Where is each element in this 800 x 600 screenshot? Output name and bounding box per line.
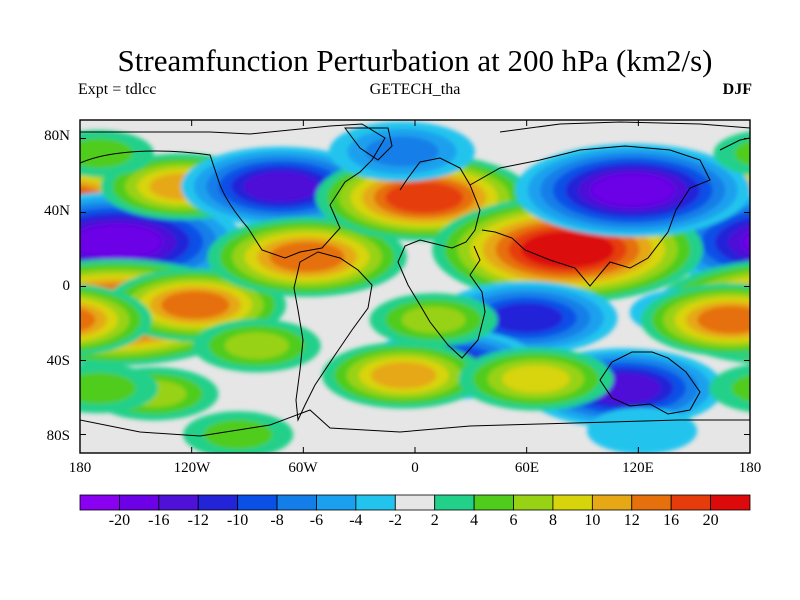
colorbar-swatch-3	[197, 494, 239, 511]
coastline-asia	[469, 145, 711, 287]
colorbar-swatch-15	[670, 494, 711, 511]
colorbar-label-2: -12	[187, 512, 209, 529]
anomaly-cell-9	[329, 121, 475, 182]
colorbar-label-4: -8	[270, 512, 284, 529]
coastline-greenland	[344, 127, 393, 161]
colorbar-swatch-10	[473, 494, 514, 511]
colorbar-label-3: -10	[226, 512, 249, 529]
colorbar-label-0: -20	[108, 512, 131, 529]
lon-label-0: 0	[411, 460, 419, 476]
anomaly-cell-19-wrap	[709, 364, 750, 412]
colorbar-label-6: -4	[349, 512, 363, 529]
colorbar-swatch-13	[591, 494, 633, 511]
coastline-australia	[599, 351, 701, 415]
colorbar-swatch-1	[119, 494, 160, 511]
colorbar-swatch-8	[394, 494, 436, 511]
lon-label-60e: 60E	[514, 460, 540, 476]
colorbar-swatch-14	[631, 494, 672, 511]
experiment-label: Expt = tdlcc	[78, 81, 157, 98]
colorbar-swatch-7	[355, 494, 396, 511]
colorbar-label-7: -2	[388, 512, 402, 529]
coastline-north-america	[80, 123, 386, 259]
colorbar-label-15: 20	[702, 512, 719, 529]
colorbar-swatch-2	[158, 494, 199, 511]
chart-title: Streamfunction Perturbation at 200 hPa (…	[117, 43, 713, 78]
colorbar-swatch-11	[513, 494, 554, 511]
axis-ticks	[79, 120, 751, 453]
colorbar-swatch-5	[276, 494, 317, 511]
lat-label-0: 0	[62, 278, 71, 294]
colorbar-label-10: 6	[509, 512, 518, 529]
colorbar-swatch-9	[434, 494, 475, 511]
colorbar	[79, 494, 751, 511]
contour-field	[80, 120, 750, 453]
lat-label-40n: 40N	[44, 203, 70, 219]
coastlines	[80, 121, 750, 437]
anomaly-cell-20	[183, 411, 294, 453]
lon-label-60w: 60W	[288, 460, 318, 476]
coastline-south-america	[293, 251, 373, 422]
anomaly-cell-17	[458, 347, 614, 411]
colorbar-swatch-0	[79, 494, 120, 511]
season-label: DJF	[722, 81, 752, 98]
lon-label-180w: 180	[68, 460, 92, 476]
anomaly-cell-11	[515, 143, 750, 237]
anomaly-cell-23	[192, 319, 321, 373]
anomaly-cell-19	[80, 363, 159, 414]
colorbar-label-9: 4	[470, 512, 479, 529]
lat-label-40s: 40S	[46, 353, 70, 369]
colorbar-swatch-6	[316, 494, 357, 511]
colorbar-label-8: 2	[430, 512, 439, 529]
colorbar-swatch-16	[710, 494, 751, 511]
anomaly-cell-15	[586, 407, 698, 453]
colorbar-swatch-12	[552, 494, 593, 511]
anomaly-cell-24-wrap	[713, 131, 750, 176]
lon-label-180e: 180	[738, 460, 762, 476]
colorbar-label-1: -16	[148, 512, 170, 529]
lat-label-80n: 80N	[44, 128, 70, 144]
model-label: GETECH_tha	[369, 81, 461, 98]
coastline-antarctica	[80, 409, 750, 437]
colorbar-label-11: 8	[548, 512, 557, 529]
colorbar-label-13: 12	[623, 512, 640, 529]
anomaly-cell-16	[321, 342, 486, 409]
lat-label-80s: 80S	[46, 428, 70, 444]
colorbar-label-12: 10	[584, 512, 601, 529]
anomaly-cell-4	[104, 268, 287, 342]
colorbar-label-5: -6	[309, 512, 324, 529]
colorbar-label-14: 16	[663, 512, 680, 529]
anomaly-cell-25-wrap	[80, 283, 153, 356]
colorbar-swatch-4	[237, 494, 278, 511]
coastline-africa-europe	[397, 157, 486, 359]
anomaly-cell-7	[207, 216, 407, 297]
lon-label-120e: 120E	[622, 460, 654, 476]
lon-label-120w: 120W	[173, 460, 211, 476]
coastline-siberia	[499, 121, 750, 133]
anomaly-cell-21	[369, 293, 498, 347]
anomaly-cell-25	[640, 283, 750, 357]
